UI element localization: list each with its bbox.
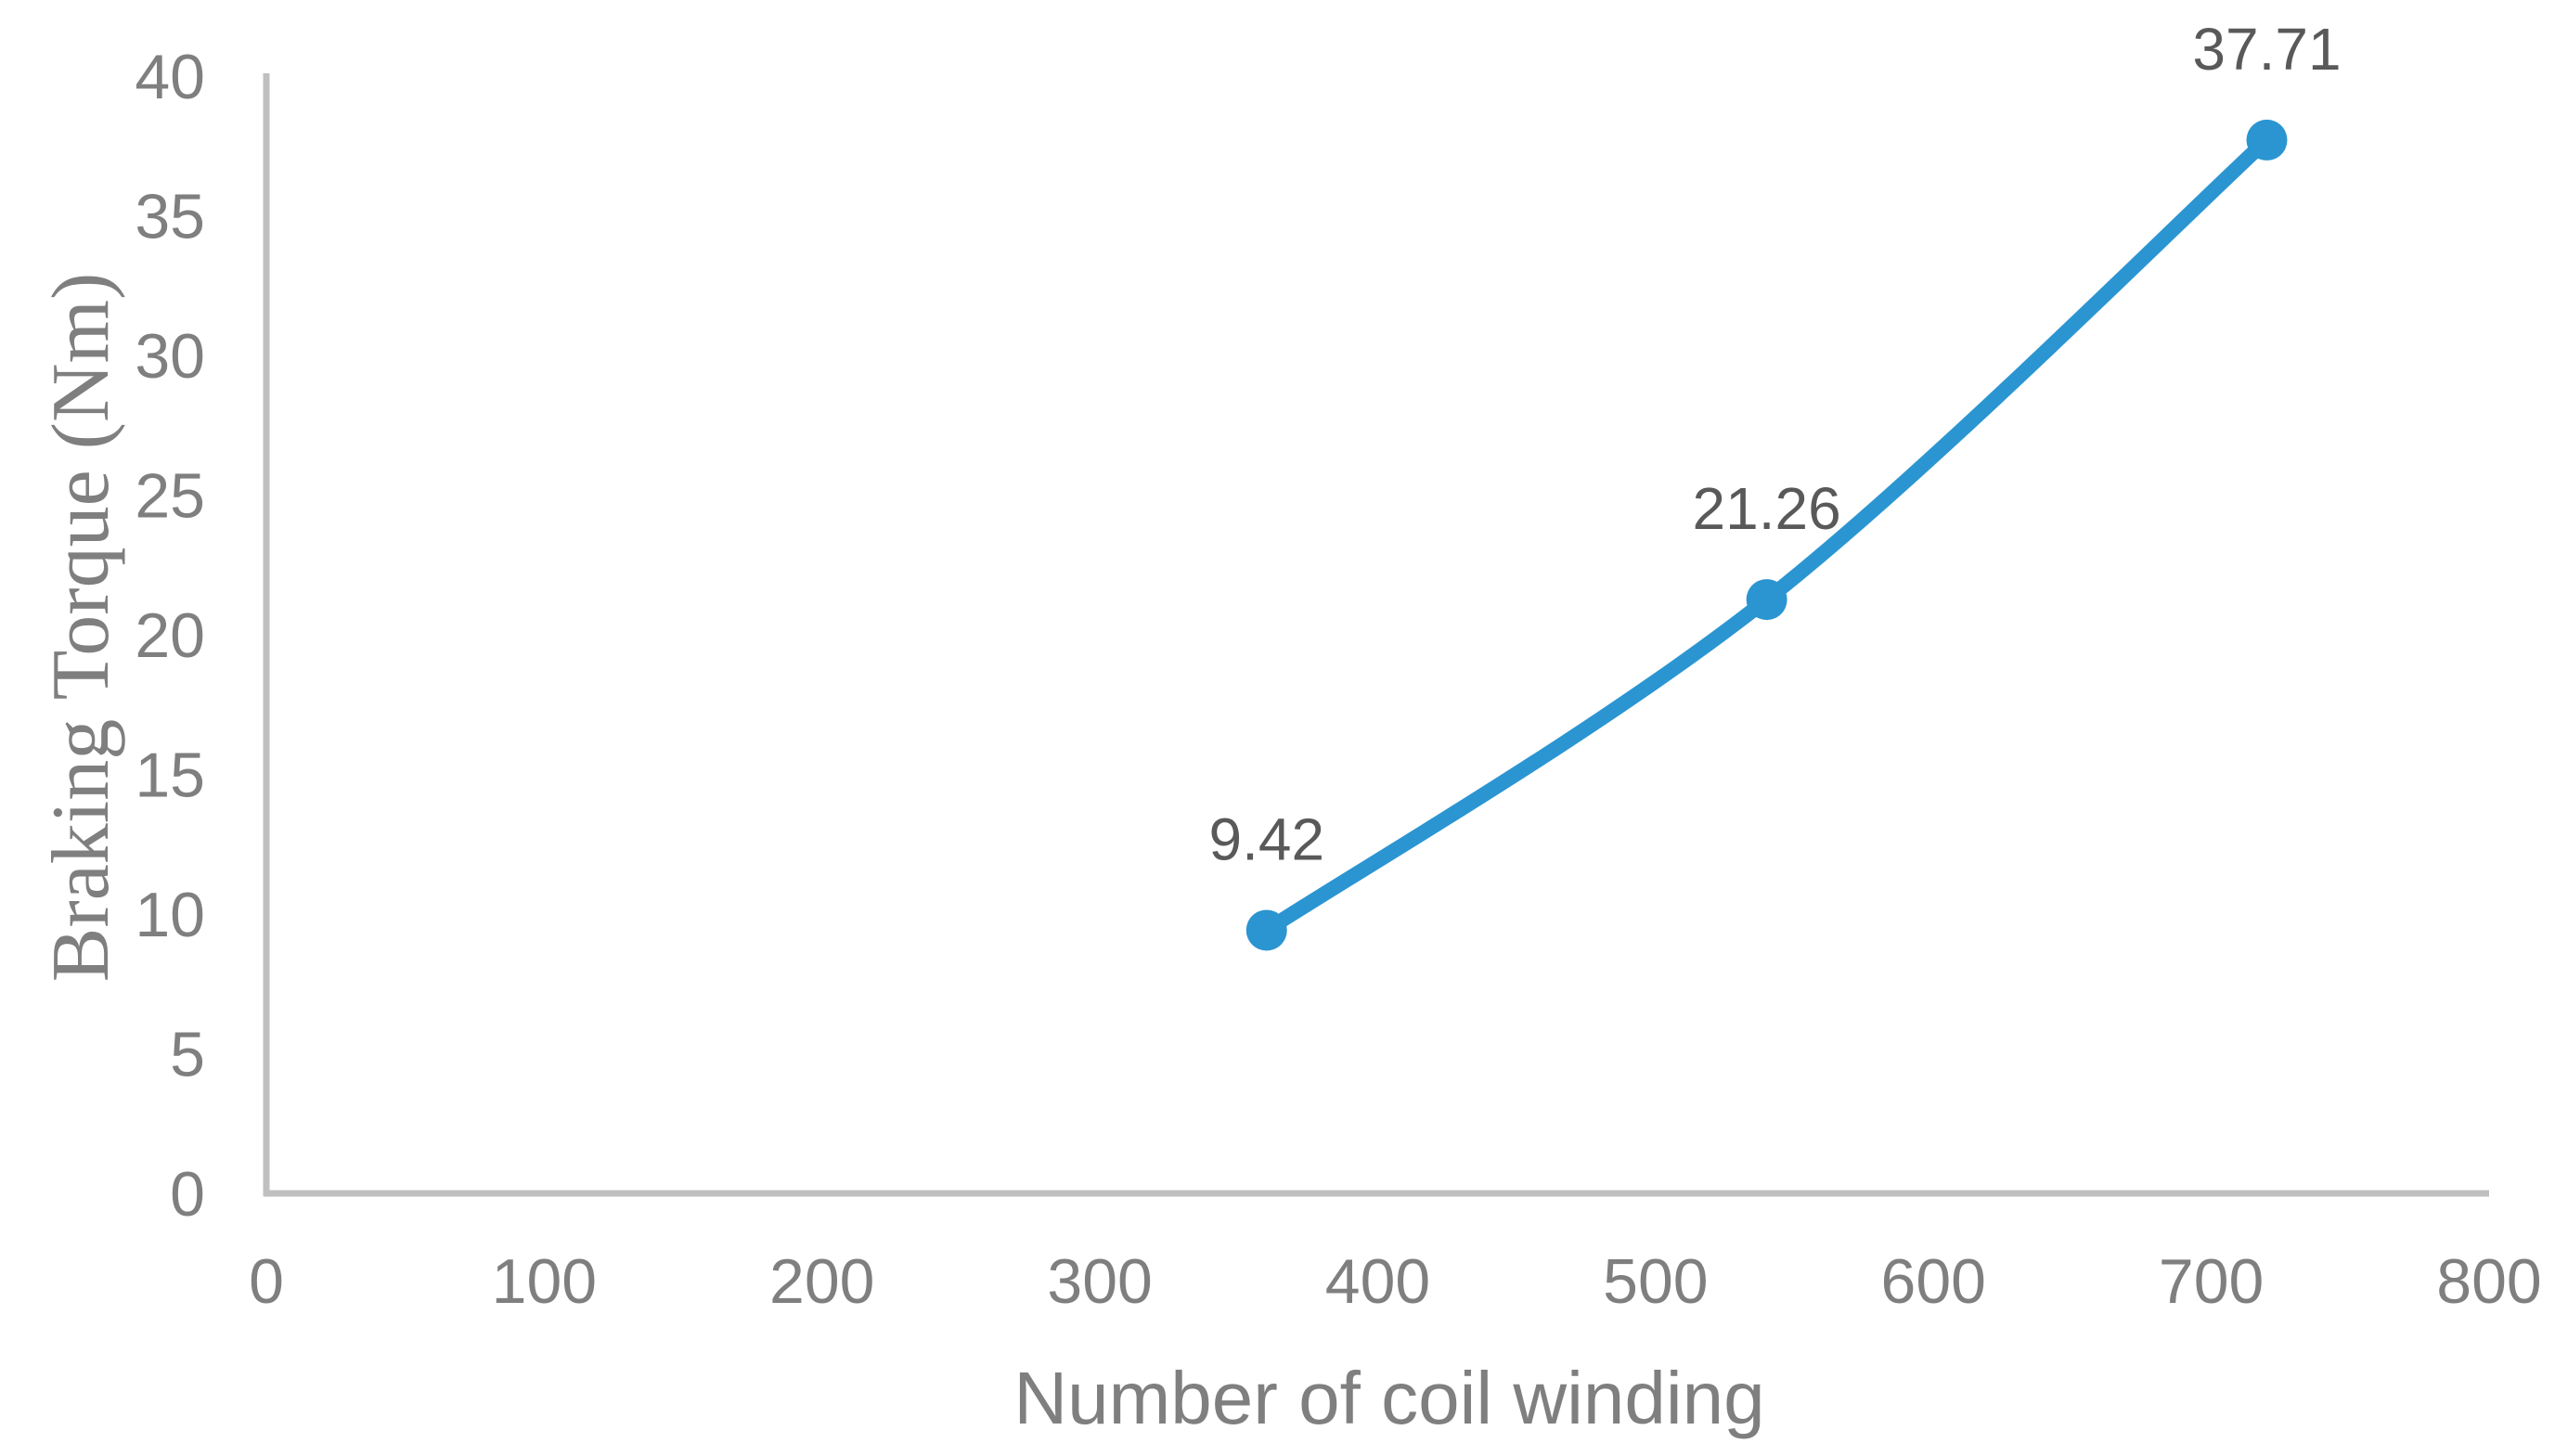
y-tick-label: 40: [135, 42, 205, 112]
x-tick-label: 200: [769, 1246, 874, 1317]
data-point-marker: [1746, 579, 1787, 621]
x-tick-label: 800: [2436, 1246, 2541, 1317]
y-tick-label: 35: [135, 182, 205, 252]
x-tick-label: 500: [1603, 1246, 1708, 1317]
y-tick-label: 20: [135, 600, 205, 671]
y-axis-title: Braking Torque (Nm): [36, 272, 126, 983]
y-tick-label: 25: [135, 461, 205, 532]
data-point-marker: [2246, 119, 2288, 161]
x-tick-label: 100: [492, 1246, 597, 1317]
x-tick-label: 700: [2159, 1246, 2264, 1317]
x-tick-label: 0: [249, 1246, 284, 1317]
y-tick-label: 30: [135, 321, 205, 392]
y-tick-label: 5: [170, 1020, 205, 1090]
y-tick-label: 10: [135, 880, 205, 950]
x-tick-label: 600: [1881, 1246, 1986, 1317]
data-point-label: 21.26: [1693, 475, 1841, 542]
data-point-label: 37.71: [2192, 16, 2341, 83]
x-axis-title: Number of coil winding: [1013, 1357, 1765, 1439]
y-tick-label: 0: [170, 1159, 205, 1230]
x-tick-label: 300: [1047, 1246, 1152, 1317]
x-tick-label: 400: [1325, 1246, 1430, 1317]
y-tick-label: 15: [135, 741, 205, 811]
data-point-marker: [1245, 909, 1287, 951]
data-point-label: 9.42: [1208, 805, 1324, 872]
